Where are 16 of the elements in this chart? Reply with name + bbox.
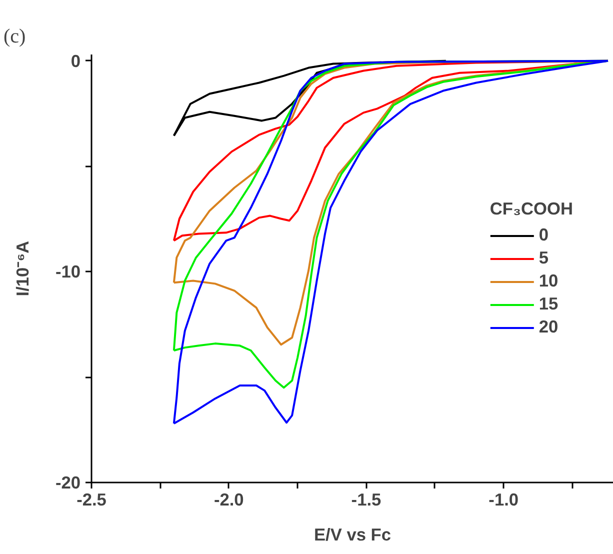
chart-title: (c)	[4, 26, 26, 48]
x-tick-label: -1.0	[488, 490, 519, 510]
legend-label: 5	[538, 248, 550, 268]
x-tick-label: -1.5	[351, 490, 382, 510]
y-tick-label: -20	[55, 472, 80, 492]
legend-label: 10	[538, 270, 559, 292]
x-tick-label: -2.5	[76, 490, 107, 510]
legend-label: 0	[538, 224, 550, 246]
x-tick-label: -2.0	[214, 490, 244, 510]
legend-title: CF₃COOH	[490, 198, 573, 220]
y-tick-label: 0	[70, 50, 81, 71]
x-axis-title: E/V vs Fc	[314, 524, 392, 544]
y-axis-title: I/10⁻⁶A	[12, 240, 32, 296]
legend-label: 20	[538, 316, 559, 338]
y-tick-label: -10	[55, 262, 80, 282]
legend-label: 15	[538, 294, 559, 314]
